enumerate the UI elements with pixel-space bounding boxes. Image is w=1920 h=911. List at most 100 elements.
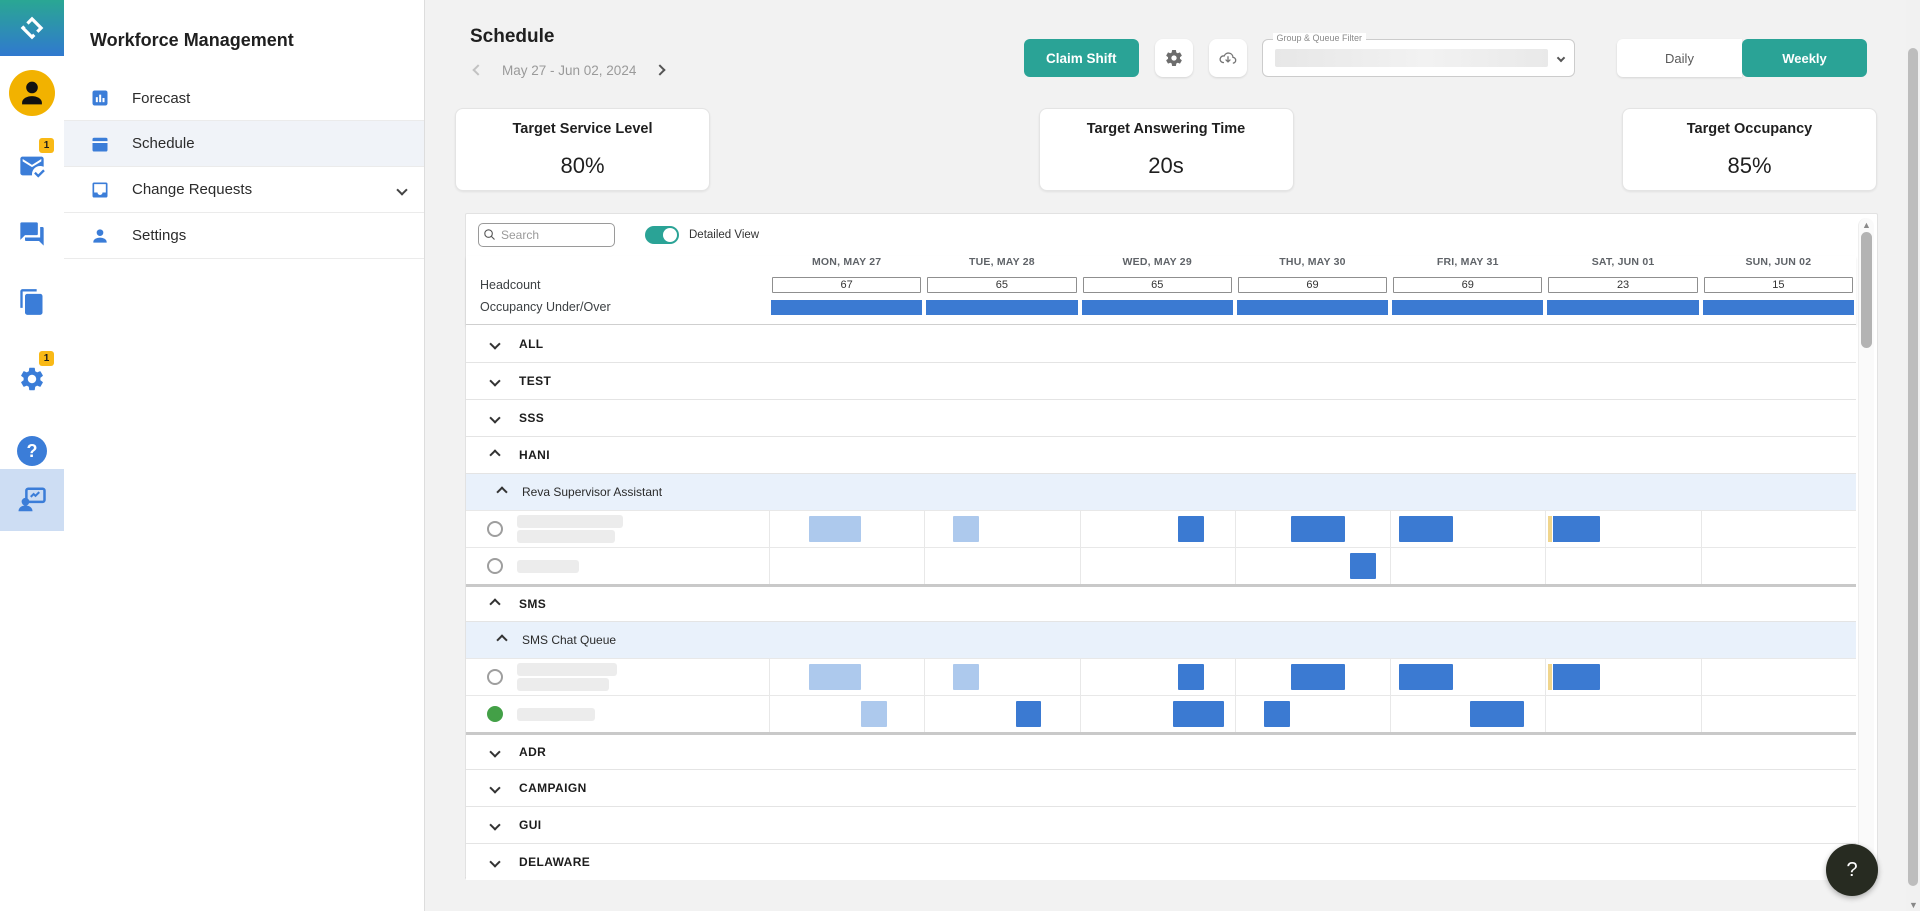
sidebar-item-schedule[interactable]: Schedule (64, 121, 424, 167)
occupancy-cell (769, 299, 924, 315)
scrollbar-thumb[interactable] (1861, 232, 1872, 348)
subgroup-label: SMS Chat Queue (522, 633, 617, 647)
grid-vertical-scrollbar[interactable]: ▲ (1858, 218, 1874, 873)
claim-shift-button[interactable]: Claim Shift (1024, 39, 1139, 77)
headcount-value: 69 (1393, 277, 1543, 293)
group-row-campaign[interactable]: CAMPAIGN (466, 769, 1856, 806)
shift-bar[interactable] (1177, 516, 1204, 542)
group-row-test[interactable]: TEST (466, 362, 1856, 399)
app-title: Workforce Management (90, 30, 294, 50)
shift-bar[interactable] (1547, 516, 1601, 542)
approvals-button[interactable]: 1 (0, 138, 64, 186)
sidebar-item-label: Schedule (132, 135, 195, 152)
shift-bar[interactable] (1350, 553, 1377, 579)
card-title: Target Answering Time (1086, 121, 1246, 137)
subgroup-row[interactable]: Reva Supervisor Assistant (466, 473, 1856, 510)
dropdown-arrow-icon (1556, 53, 1565, 63)
agent-name-cell (466, 548, 769, 584)
group-row-hani[interactable]: HANI (466, 436, 1856, 473)
group-row-sss[interactable]: SSS (466, 399, 1856, 436)
shift-bar[interactable] (953, 516, 980, 542)
overlapping-windows-icon (20, 289, 43, 315)
schedule-cell (1390, 548, 1545, 584)
day-column-header: THU, MAY 30 (1279, 256, 1346, 268)
agent-status-dot[interactable] (487, 558, 503, 574)
user-avatar[interactable] (9, 70, 55, 116)
next-week-button[interactable] (652, 62, 668, 78)
shift-bar[interactable] (1177, 664, 1204, 690)
workspaces-button[interactable] (0, 282, 64, 322)
kpi-cards: Target Service Level 80% Target Answerin… (455, 108, 1877, 191)
shift-bar[interactable] (1291, 664, 1346, 690)
schedule-cell (1545, 659, 1700, 695)
group-queue-filter-select[interactable]: Group & Queue Filter (1261, 33, 1575, 77)
shift-bar[interactable] (1398, 664, 1453, 690)
target-occupancy-card: Target Occupancy 85% (1622, 108, 1877, 191)
chevron-down-icon (489, 337, 501, 350)
previous-week-button[interactable] (470, 62, 486, 78)
shift-bar[interactable] (1291, 516, 1346, 542)
search-input[interactable] (478, 223, 615, 247)
group-row-gui[interactable]: GUI (466, 806, 1856, 843)
shift-bar[interactable] (1263, 701, 1290, 727)
scroll-down-arrow-icon[interactable]: ▼ (1909, 900, 1918, 910)
sidebar-item-settings[interactable]: Settings (64, 213, 424, 259)
group-label: ADR (519, 745, 547, 759)
agent-status-dot[interactable] (487, 706, 503, 722)
page-scrollbar-thumb[interactable] (1908, 48, 1918, 886)
agent-row (466, 547, 1856, 584)
sidebar-item-change-requests[interactable]: Change Requests (64, 167, 424, 213)
daily-view-button[interactable]: Daily (1617, 39, 1742, 77)
shift-bar[interactable] (1469, 701, 1524, 727)
approvals-badge: 1 (39, 138, 54, 153)
shift-bar[interactable] (1016, 701, 1041, 727)
weekly-view-button[interactable]: Weekly (1742, 39, 1867, 77)
schedule-cell (769, 548, 924, 584)
help-button[interactable]: ? (0, 431, 64, 471)
occupancy-cell (1545, 299, 1700, 315)
shift-bar[interactable] (808, 664, 862, 690)
day-column-header: TUE, MAY 28 (969, 256, 1035, 268)
sidebar-item-forecast[interactable]: Forecast (64, 75, 424, 121)
headcount-cell: 65 (1080, 277, 1235, 293)
detailed-view-label: Detailed View (689, 229, 760, 241)
shift-bar[interactable] (808, 516, 862, 542)
workforce-management-rail-item[interactable] (0, 469, 64, 531)
agent-status-dot[interactable] (487, 521, 503, 537)
headcount-value: 15 (1703, 277, 1853, 293)
agent-dashboard-icon (18, 487, 46, 512)
scroll-up-arrow-icon[interactable]: ▲ (1862, 220, 1871, 230)
headcount-row: Headcount 67 65 65 69 69 23 15 (466, 274, 1856, 296)
occupancy-bar (926, 299, 1078, 315)
help-fab-button[interactable]: ? (1826, 844, 1878, 896)
schedule-cell (1234, 548, 1390, 584)
chevron-down-icon (489, 856, 501, 868)
shift-bar[interactable] (1173, 701, 1225, 727)
agent-name-redacted (503, 559, 579, 573)
shift-bar[interactable] (1547, 664, 1601, 690)
messages-button[interactable] (0, 214, 64, 254)
shift-bar[interactable] (953, 664, 980, 690)
schedule-settings-button[interactable] (1154, 39, 1193, 77)
date-navigation: May 27 - Jun 02, 2024 (470, 62, 668, 78)
group-row-delaware[interactable]: DELAWARE (466, 843, 1856, 880)
name-blob (517, 707, 595, 721)
group-row-sms[interactable]: SMS (466, 584, 1856, 621)
agent-status-dot[interactable] (487, 669, 503, 685)
chevron-left-icon (472, 64, 484, 76)
occupancy-cell (1235, 299, 1390, 315)
group-label: CAMPAIGN (519, 781, 587, 795)
shift-bar[interactable] (1398, 516, 1453, 542)
page-scrollbar[interactable]: ▼ (1906, 0, 1920, 911)
filter-label: Group & Queue Filter (1272, 33, 1367, 43)
subgroup-row[interactable]: SMS Chat Queue (466, 621, 1856, 658)
group-row-all[interactable]: ALL (466, 325, 1856, 362)
group-row-adr[interactable]: ADR (466, 732, 1856, 769)
shift-bar[interactable] (861, 701, 888, 727)
system-settings-button[interactable]: 1 (0, 351, 64, 399)
headcount-cell: 69 (1235, 277, 1390, 293)
group-label: HANI (519, 448, 550, 462)
cloud-download-button[interactable] (1208, 39, 1247, 77)
card-title: Target Occupancy (1686, 121, 1813, 137)
detailed-view-toggle[interactable] (645, 226, 679, 244)
